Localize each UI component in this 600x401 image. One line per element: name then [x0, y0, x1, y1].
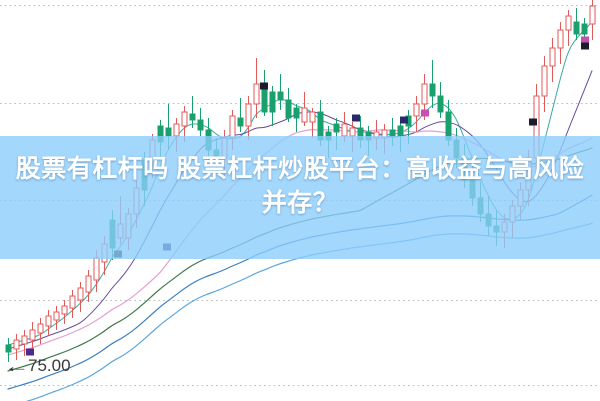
candlestick-series — [5, 0, 596, 362]
left-arrow-icon: ← — [4, 356, 30, 376]
grid-lines — [0, 5, 600, 386]
price-marker-label: ← 75.00 — [4, 356, 71, 376]
signal-markers — [26, 36, 589, 356]
moving-average-lines — [7, 21, 593, 401]
price-value: 75.00 — [28, 356, 71, 375]
